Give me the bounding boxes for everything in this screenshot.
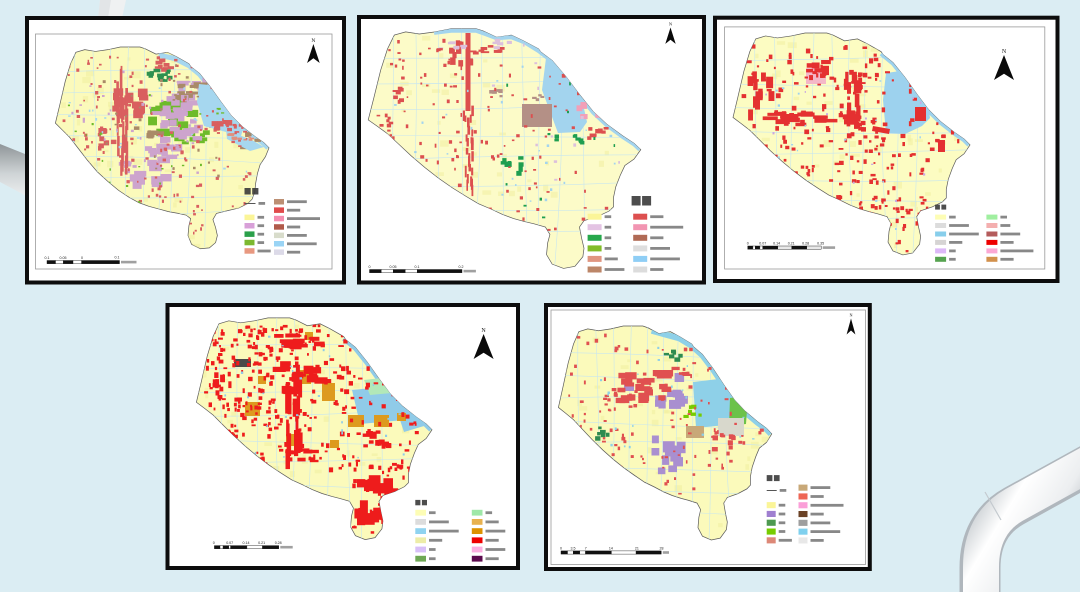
svg-text:0: 0: [747, 242, 749, 246]
svg-text:0.05: 0.05: [390, 265, 397, 269]
svg-text:0: 0: [560, 546, 562, 550]
svg-text:0.05: 0.05: [60, 256, 67, 260]
svg-text:0.1: 0.1: [45, 256, 50, 260]
svg-text:0: 0: [369, 265, 371, 269]
svg-text:0.35: 0.35: [817, 242, 824, 246]
svg-text:0.07: 0.07: [759, 242, 766, 246]
svg-text:0.07: 0.07: [226, 541, 233, 545]
svg-text:3.5: 3.5: [571, 546, 576, 550]
svg-text:0: 0: [81, 256, 83, 260]
svg-text:N: N: [311, 38, 315, 44]
svg-text:0.21: 0.21: [258, 541, 265, 545]
svg-text:7: 7: [585, 546, 587, 550]
svg-text:0.1: 0.1: [115, 256, 120, 260]
svg-text:0.1: 0.1: [415, 265, 420, 269]
svg-text:N: N: [1002, 49, 1007, 55]
svg-text:0: 0: [213, 541, 215, 545]
svg-text:21: 21: [635, 546, 639, 550]
svg-text:N: N: [669, 22, 673, 27]
svg-text:N: N: [849, 313, 852, 318]
svg-text:0.2: 0.2: [459, 265, 464, 269]
svg-text:0.14: 0.14: [773, 242, 780, 246]
svg-text:0.28: 0.28: [275, 541, 282, 545]
svg-text:0.28: 0.28: [802, 242, 809, 246]
svg-text:14: 14: [609, 546, 613, 550]
svg-text:0.21: 0.21: [788, 242, 795, 246]
svg-text:0.14: 0.14: [243, 541, 250, 545]
svg-text:N: N: [481, 328, 486, 334]
svg-text:28: 28: [660, 546, 664, 550]
